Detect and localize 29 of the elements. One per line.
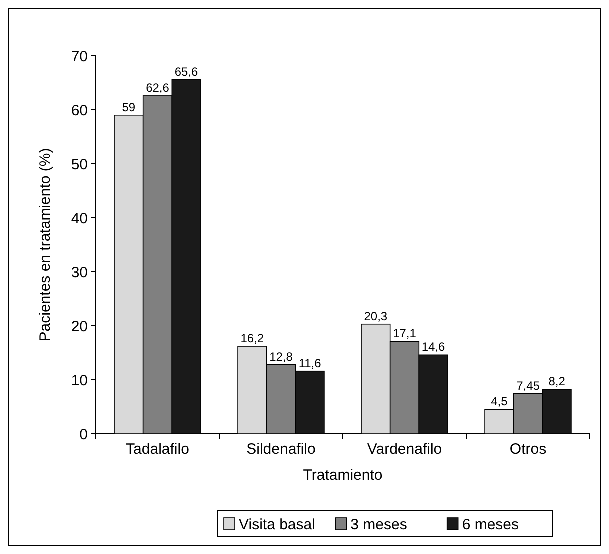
y-axis-title: Pacientes en tratamiento (%) <box>37 148 54 342</box>
data-label: 59 <box>122 100 136 114</box>
data-label: 62,6 <box>146 80 170 95</box>
x-tick-label: Tadalafilo <box>126 441 190 458</box>
y-tick-label: 10 <box>71 372 88 390</box>
y-tick-label: 40 <box>71 210 88 228</box>
x-tick-label: Vardenafilo <box>367 441 442 458</box>
data-label: 17,1 <box>393 326 417 341</box>
data-label: 8,2 <box>548 374 566 389</box>
x-axis-title: Tratamiento <box>303 467 383 484</box>
data-label: 20,3 <box>364 309 388 324</box>
data-label: 4,5 <box>491 394 508 409</box>
y-tick-label: 20 <box>71 318 88 336</box>
legend-label: Visita basal <box>239 516 316 534</box>
y-tick-label: 60 <box>71 102 88 120</box>
y-tick-label: 30 <box>71 264 88 282</box>
data-label: 11,6 <box>298 356 322 370</box>
legend-label: 3 meses <box>350 516 408 534</box>
data-label: 14,6 <box>422 340 446 354</box>
x-tick-label: Sildenafilo <box>246 441 316 458</box>
legend-label: 6 meses <box>462 516 520 534</box>
y-tick-label: 70 <box>71 48 88 66</box>
data-label: 7,45 <box>516 378 540 393</box>
x-tick-label: Otros <box>510 441 547 458</box>
y-tick-label: 0 <box>80 426 88 444</box>
y-tick-label: 50 <box>71 156 88 174</box>
data-label: 16,2 <box>240 332 264 346</box>
data-label: 12,8 <box>270 350 294 364</box>
data-label: 65,6 <box>174 64 199 79</box>
